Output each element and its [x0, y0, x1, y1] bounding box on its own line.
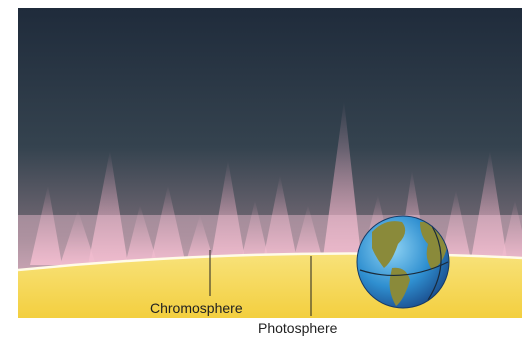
page: Chromosphere Photosphere (() => { const … [0, 0, 531, 348]
diagram: Chromosphere Photosphere [0, 0, 531, 348]
earth [357, 216, 449, 308]
scene [18, 8, 530, 318]
label: Photosphere [258, 320, 338, 336]
label: Chromosphere [150, 300, 243, 316]
